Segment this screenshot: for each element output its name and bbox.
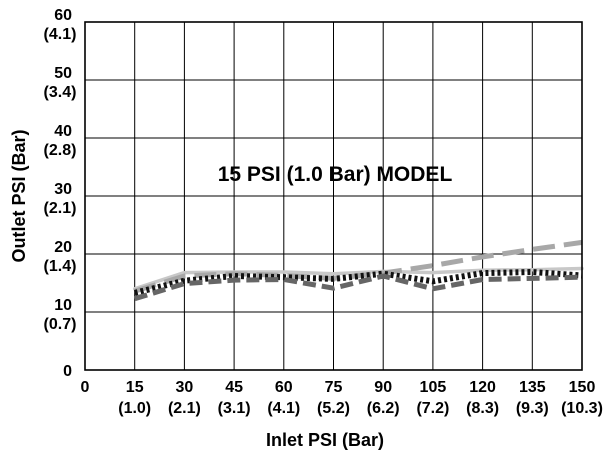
x-tick-label-psi: 60 xyxy=(275,379,293,396)
x-tick-label-bar: (6.2) xyxy=(367,400,400,417)
x-tick-label-bar: (9.3) xyxy=(516,400,549,417)
series-line-solid xyxy=(132,266,584,291)
x-tick-label-psi: 150 xyxy=(569,379,596,396)
grid xyxy=(85,22,582,370)
y-tick-label-bar: (4.1) xyxy=(44,26,77,43)
y-tick-label-psi: 0 xyxy=(63,363,72,380)
y-tick-label-psi: 20 xyxy=(54,239,72,256)
series-lines xyxy=(132,239,584,302)
x-tick-label-bar: (2.1) xyxy=(168,400,201,417)
y-tick-label-psi: 60 xyxy=(54,7,72,24)
x-tick-label-bar: (3.1) xyxy=(218,400,251,417)
x-tick-label-psi: 15 xyxy=(126,379,144,396)
y-tick-label-bar: (1.4) xyxy=(44,258,77,275)
y-axis-title: Outlet PSI (Bar) xyxy=(9,129,29,262)
y-tick-label-psi: 30 xyxy=(54,181,72,198)
x-tick-label-psi: 105 xyxy=(420,379,447,396)
x-tick-label-psi: 45 xyxy=(225,379,243,396)
series-line-long-dash xyxy=(133,239,583,294)
x-tick-label-psi: 75 xyxy=(325,379,343,396)
x-tick-label-psi: 30 xyxy=(176,379,194,396)
y-tick-label-psi: 50 xyxy=(54,65,72,82)
model-annotation: 15 PSI (1.0 Bar) MODEL xyxy=(218,163,453,186)
x-tick-label-psi: 0 xyxy=(81,379,90,396)
x-tick-label-bar: (4.1) xyxy=(267,400,300,417)
x-tick-label-psi: 120 xyxy=(469,379,496,396)
y-tick-label-bar: (2.8) xyxy=(44,142,77,159)
y-tick-label-psi: 10 xyxy=(54,297,72,314)
x-tick-label-bar: (10.3) xyxy=(561,400,603,417)
x-tick-label-bar: (1.0) xyxy=(118,400,151,417)
x-tick-label-bar: (7.2) xyxy=(416,400,449,417)
x-tick-label-bar: (8.3) xyxy=(466,400,499,417)
y-tick-labels: 0 10 (0.7) 20 (1.4) 30 (2.1) 40 (2.8) 50 (3.4) 60 (4… xyxy=(44,7,77,380)
plot-frame xyxy=(84,21,583,371)
y-tick-label-bar: (3.4) xyxy=(44,84,77,101)
x-tick-label-psi: 135 xyxy=(519,379,546,396)
y-tick-label-psi: 40 xyxy=(54,123,72,140)
x-tick-label-psi: 90 xyxy=(374,379,392,396)
series-line-dashed xyxy=(133,273,583,302)
x-tick-labels: 0 15 (1.0) 30 (2.1) 45 (3.1) 60 (4.1) 75 (5.2) 90 (6… xyxy=(81,379,603,417)
x-axis-title: Inlet PSI (Bar) xyxy=(266,430,384,450)
y-tick-label-bar: (0.7) xyxy=(44,316,77,333)
y-tick-label-bar: (2.1) xyxy=(44,200,77,217)
x-tick-label-bar: (5.2) xyxy=(317,400,350,417)
